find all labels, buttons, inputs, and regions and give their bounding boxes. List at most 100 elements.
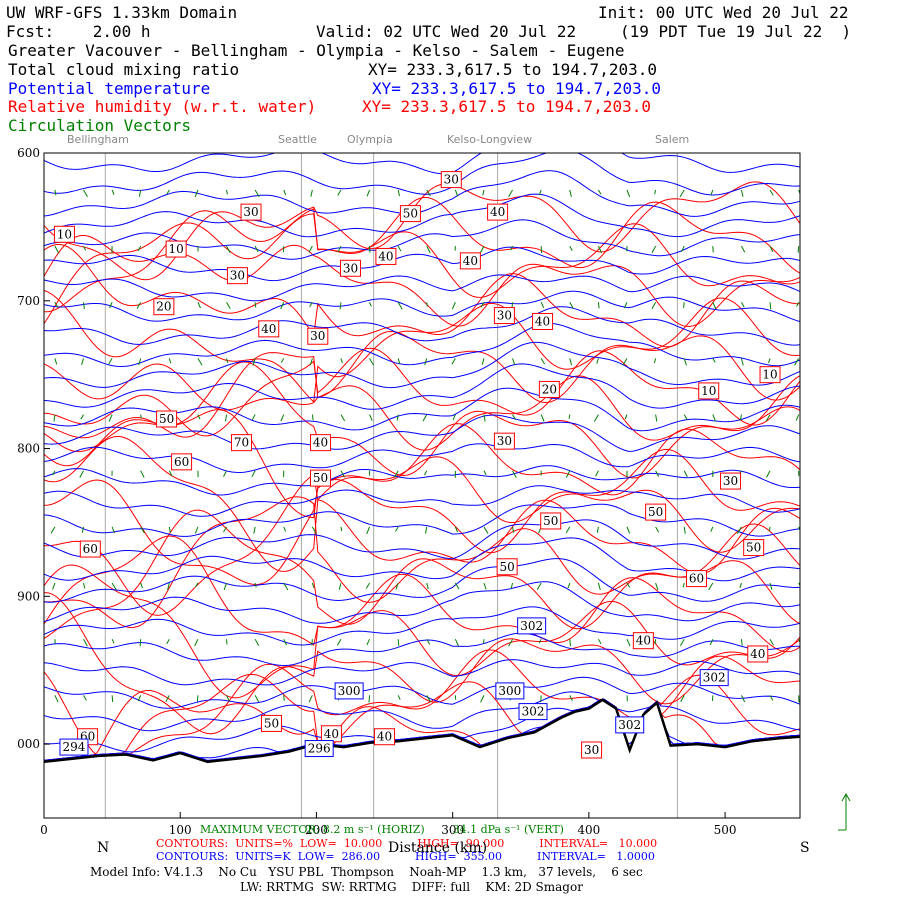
vector-153 [481,358,485,365]
vector-236 [709,638,714,646]
vector-244 [736,526,742,535]
vector-87 [283,582,289,591]
field-rh-label: Relative humidity (w.r.t. water) [8,97,317,116]
vector-10 [83,189,88,198]
vector-183 [569,358,573,366]
rh-contour-6 [44,330,800,411]
vector-180 [569,189,572,198]
vector-30 [138,189,142,197]
vector-137 [426,582,429,590]
vector-18 [83,638,88,647]
vector-138 [426,638,431,645]
vector-132 [426,302,428,307]
rh-label-13-text: 30 [497,309,512,323]
direction-south: S [800,840,810,856]
vector-136 [425,526,428,534]
vector-164 [512,414,516,420]
theta-contour-20 [44,558,800,603]
rh-label-33-box [260,714,282,732]
vector-135 [424,470,428,476]
vector-35 [140,470,145,478]
rh-label-37-box [581,741,603,759]
vector-219 [680,245,685,253]
rh-label-28: 50 [743,539,765,557]
rh-label-20: 40 [310,434,332,452]
vector-147 [454,582,460,590]
field-theta-xy: XY= 233.3,617.5 to 194.7,203.0 [372,79,661,98]
theta-contour-14 [44,443,800,474]
vector-71 [254,245,259,253]
rh-label-16-text: 10 [701,384,716,398]
rh-label-13: 30 [493,307,515,325]
theta-label-0: 294 [59,738,89,756]
vector-170 [538,189,542,196]
vector-130 [426,189,431,197]
city-label-bellingham: Bellingham [67,133,129,146]
vector-126 [395,526,399,532]
vector-13 [81,358,84,365]
rh-label-29: 50 [496,558,518,576]
vector-224 [683,526,686,534]
rh-contour-20 [44,673,800,761]
theta-label-7: 302 [699,669,729,687]
vector-14 [80,414,84,420]
theta-label-3: 300 [495,682,525,700]
vector-92 [309,302,313,308]
rh-label-12-box [307,327,329,345]
vector-112 [369,302,372,307]
vector-247 [740,695,746,703]
vector-232 [712,414,717,422]
theta-label-5: 302 [517,617,547,635]
model-title: UW WRF-GFS 1.33km Domain [6,3,238,22]
vector-239 [740,245,746,253]
vector-207 [626,638,631,647]
vector-106 [340,526,343,531]
vector-67 [223,582,228,591]
theta-contour-1 [44,153,800,196]
x-tick-label-1: 100 [169,823,192,837]
rh-label-3-text: 30 [444,173,459,187]
theta-contour-4 [44,219,800,260]
vector-227 [680,695,685,702]
vector-222 [683,414,688,420]
vector-84 [280,414,285,422]
vector-251 [768,358,771,364]
vector-223 [683,470,688,478]
rh-label-37-text: 30 [584,743,599,757]
rh-label-9-text: 40 [463,254,478,268]
rh-contour-12 [44,479,800,586]
vector-100 [337,189,342,196]
vector-265 [798,582,800,587]
vector-240 [740,302,745,308]
rh-label-22: 60 [171,453,193,471]
footer-vectors: MAXIMUM VECTOR: 8.2 m s⁻¹ (HORIZ) 34.1 d… [200,823,564,836]
vector-102 [339,302,342,310]
rh-contour-8 [44,352,800,451]
vector-209 [654,189,657,195]
rh-label-15-text: 20 [542,382,557,396]
rh-label-14-box [532,312,554,330]
vector-202 [622,358,628,366]
rh-label-26-box [645,503,667,521]
rh-label-16-box [698,382,720,400]
rh-contour-19 [44,649,800,757]
vector-69 [226,695,230,702]
vector-217 [654,639,657,645]
vector-17 [83,582,86,589]
vector-184 [568,414,571,419]
x-tick-label-5: 500 [714,823,737,837]
vector-5 [52,470,56,476]
vector-50 [194,189,199,198]
vector-242 [739,414,742,421]
rh-label-15-box [538,380,560,398]
rh-label-33: 50 [260,714,282,732]
vector-33 [138,358,142,366]
vector-45 [168,470,173,477]
vector-104 [340,414,346,422]
rh-contour-18 [44,592,800,735]
rh-label-23-box [310,469,332,487]
rh-label-17-text: 10 [762,368,777,382]
vector-185 [565,470,571,478]
vector-231 [712,358,716,363]
